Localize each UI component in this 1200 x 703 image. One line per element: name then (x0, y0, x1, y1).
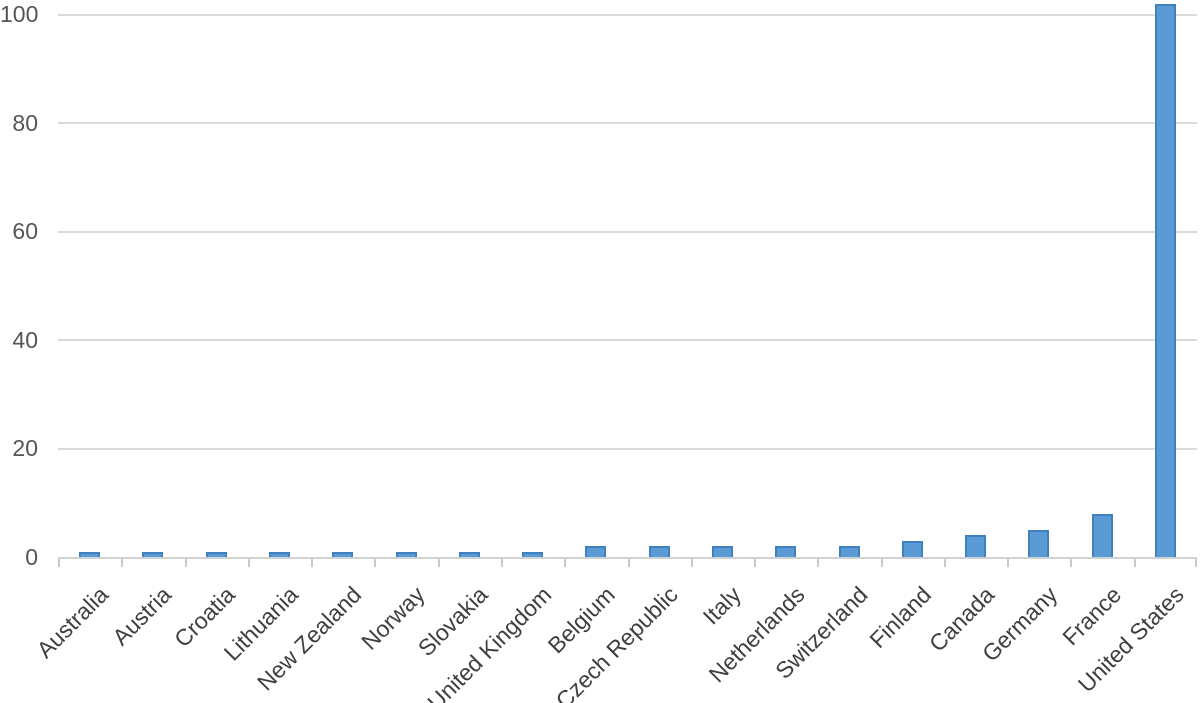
gridline (58, 447, 1197, 450)
bar-slot (628, 0, 691, 557)
x-axis-tick (880, 559, 883, 567)
y-axis-tick-label: 40 (12, 326, 38, 353)
x-axis-tick-label: Finland (864, 581, 936, 654)
bar-slot (248, 0, 311, 557)
x-axis-tick (1195, 559, 1197, 567)
bar-slot (754, 0, 817, 557)
x-axis-tick (1133, 559, 1136, 567)
bar-czech-republic (648, 546, 670, 557)
bar-slot (564, 0, 627, 557)
bar-slot (881, 0, 944, 557)
y-axis-tick-label: 0 (25, 543, 38, 570)
bar-canada (965, 535, 987, 557)
x-axis-tick (184, 559, 187, 567)
x-axis-tick-label: Italy (697, 581, 747, 630)
x-axis-tick (627, 559, 630, 567)
gridline (58, 122, 1197, 124)
bar-germany (1028, 529, 1050, 557)
gridline (58, 230, 1197, 233)
x-axis-tick-label: Australia (31, 581, 114, 663)
bar-slot (817, 0, 880, 557)
bar-slot (691, 0, 754, 557)
bar-france (1091, 513, 1113, 557)
y-axis-tick-label: 80 (12, 109, 38, 136)
x-axis-line (58, 557, 1197, 559)
gridline (58, 339, 1197, 341)
y-axis-tick-label: 100 (0, 1, 39, 27)
y-axis-tick-label: 60 (12, 218, 38, 244)
bar-new-zealand (332, 551, 354, 557)
x-axis-tick (58, 559, 60, 567)
x-axis-tick (374, 559, 377, 567)
bar-lithuania (268, 551, 290, 557)
bar-slovakia (458, 551, 480, 557)
bar-slot (501, 0, 564, 557)
y-axis-tick-label: 20 (12, 435, 38, 461)
bar-united-kingdom (522, 551, 544, 557)
bar-croatia (205, 551, 227, 557)
x-axis-tick (1007, 559, 1010, 567)
x-axis-tick-label: Austria (107, 581, 177, 651)
bar-slot (58, 0, 121, 557)
bar-slot (1071, 0, 1134, 557)
bar-slot (121, 0, 184, 557)
bar-slot (374, 0, 437, 557)
bar-switzerland (838, 546, 860, 557)
bar-italy (711, 546, 733, 557)
x-axis-tick (690, 559, 693, 567)
bar-slot (311, 0, 374, 557)
bar-netherlands (775, 546, 797, 557)
plot-area (58, 0, 1197, 557)
x-axis-tick (943, 559, 946, 567)
bar-finland (901, 540, 923, 557)
x-axis-tick (817, 559, 820, 567)
bar-slot (944, 0, 1007, 557)
bar-australia (79, 551, 101, 557)
x-axis-tick (564, 559, 567, 567)
bar-belgium (585, 546, 607, 557)
x-axis-tick (247, 559, 250, 567)
x-axis-tick (121, 559, 124, 567)
bar-slot (438, 0, 501, 557)
bars-row (58, 0, 1197, 557)
x-axis-tick (1070, 559, 1073, 567)
bar-norway (395, 551, 417, 557)
x-axis-tick (311, 559, 314, 567)
bar-slot (1007, 0, 1070, 557)
bar-slot (185, 0, 248, 557)
gridline (58, 13, 1197, 16)
x-axis-tick (754, 559, 757, 567)
bar-united-states (1154, 3, 1176, 557)
x-axis-tick (437, 559, 440, 567)
bar-austria (142, 551, 164, 557)
bar-slot (1134, 0, 1197, 557)
x-axis-tick (500, 559, 503, 567)
x-axis-ticks (58, 559, 1197, 569)
